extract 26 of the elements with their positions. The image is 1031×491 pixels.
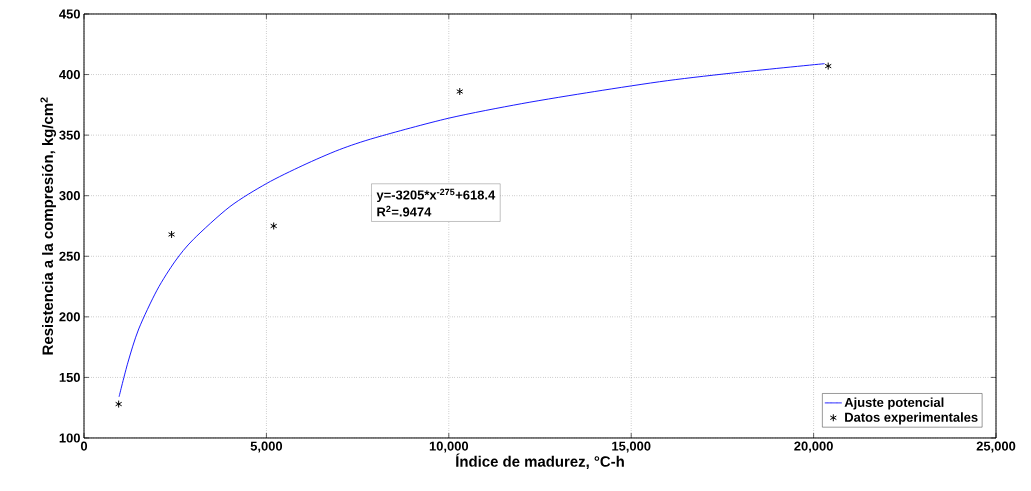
y-tick-label: 100 — [59, 433, 80, 443]
point — [456, 87, 464, 96]
annotation: R$^{2}$=.9474 — [377, 205, 432, 217]
y-tick-label: 150 — [59, 372, 80, 382]
x-tick-label: 25,000 — [976, 441, 1016, 453]
y-tick-label: 400 — [59, 69, 80, 80]
annotation: y=-3205*x$^{-275}$+618.4 — [376, 188, 496, 203]
point — [824, 62, 832, 71]
point — [168, 230, 176, 239]
x-tick-label: 15,000 — [612, 441, 651, 453]
x-tick-label: 0 — [80, 441, 88, 451]
y-tick-label: 450 — [59, 9, 80, 19]
point — [115, 400, 123, 409]
y-tick-label: 300 — [59, 191, 80, 201]
y-tick-label: 350 — [59, 130, 80, 140]
legend-label: Ajuste potencial — [844, 397, 944, 410]
line-series — [118, 63, 825, 398]
y-tick-label: 250 — [59, 251, 80, 261]
x-tick-label: 20,000 — [794, 441, 833, 453]
y-tick-label: 200 — [59, 312, 80, 322]
x-axis-title: Índice de madurez, °C-h — [456, 453, 624, 469]
x-tick-label: 5,000 — [250, 441, 283, 453]
legend-label: Datos experimentales — [845, 412, 978, 425]
point — [270, 222, 278, 230]
x-tick-label: 10,000 — [429, 441, 469, 453]
y-axis-title: Resistencia a la compresión, kg/cm$^{2}$ — [40, 97, 57, 355]
